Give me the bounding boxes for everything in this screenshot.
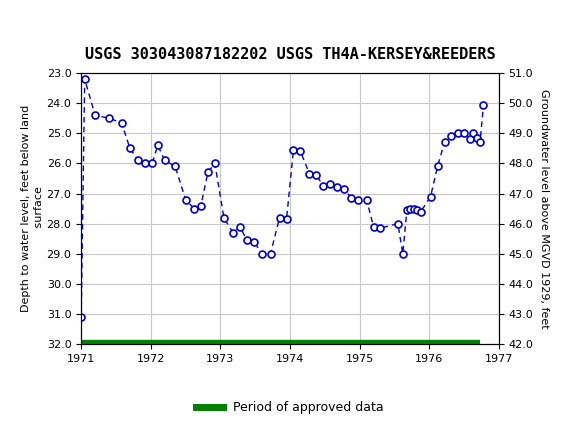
Y-axis label: Groundwater level above MGVD 1929, feet: Groundwater level above MGVD 1929, feet (539, 89, 549, 329)
Text: USGS: USGS (44, 10, 103, 29)
Legend: Period of approved data: Period of approved data (191, 396, 389, 419)
Text: USGS 303043087182202 USGS TH4A-KERSEY&REEDERS: USGS 303043087182202 USGS TH4A-KERSEY&RE… (85, 47, 495, 62)
Text: ☒: ☒ (7, 7, 30, 31)
Y-axis label: Depth to water level, feet below land
 surface: Depth to water level, feet below land su… (21, 105, 44, 312)
